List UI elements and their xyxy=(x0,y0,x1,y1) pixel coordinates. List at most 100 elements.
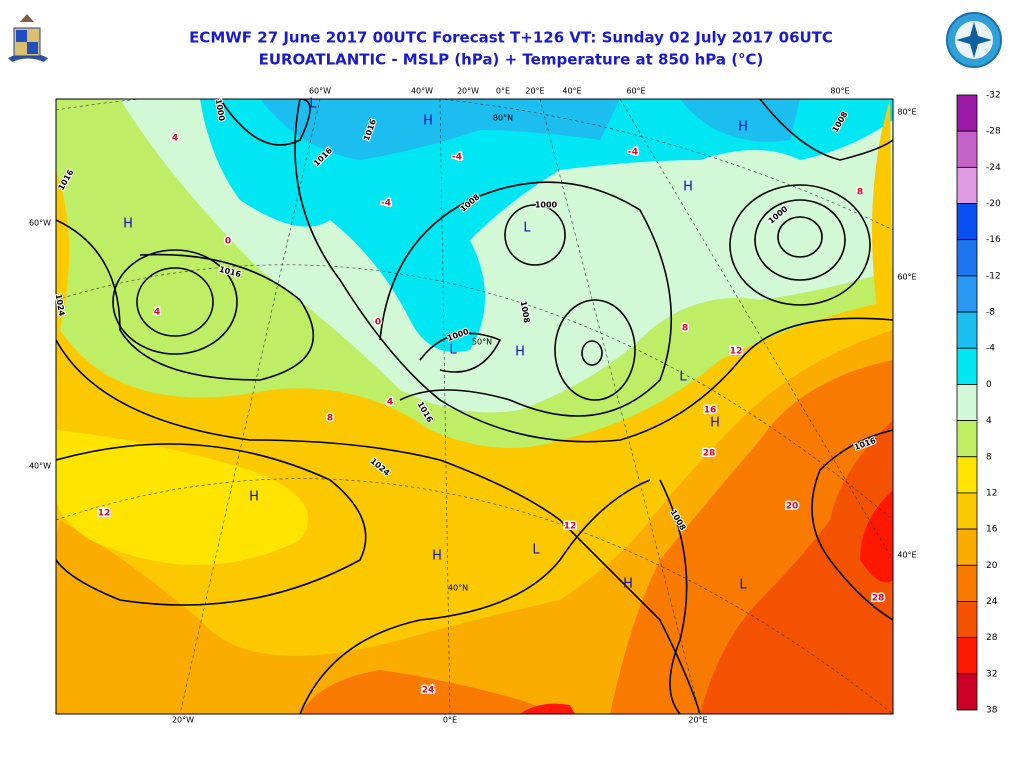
temperature-label: 8 xyxy=(327,414,333,424)
colorbar-label: 24 xyxy=(986,597,998,607)
top-coord-label: 40°E xyxy=(562,87,581,96)
top-coord-label: 60°E xyxy=(626,87,645,96)
pressure-center: H xyxy=(623,577,633,592)
temperature-label: -4 xyxy=(381,199,391,209)
colorbar-label: -28 xyxy=(986,127,1001,137)
pressure-center: H xyxy=(432,549,442,564)
colorbar-cell xyxy=(956,130,978,168)
bottom-coord-label: 20°E xyxy=(688,716,707,725)
temperature-label: 4 xyxy=(154,308,160,318)
colorbar-label: 16 xyxy=(986,525,998,535)
temperature-label: 12 xyxy=(98,509,111,519)
isobars xyxy=(56,99,893,714)
temperature-label: 28 xyxy=(872,594,885,604)
colorbar-label: 12 xyxy=(986,488,997,498)
colorbar-label: 8 xyxy=(986,452,992,462)
temperature-label: 12 xyxy=(730,347,743,357)
title-line-2: EUROATLANTIC - MSLP (hPa) + Temperature … xyxy=(259,51,764,69)
colorbar-label: -8 xyxy=(986,308,995,318)
grid-label: 50°N xyxy=(472,338,492,347)
colorbar-label: 20 xyxy=(986,561,998,571)
colorbar-label: 38 xyxy=(986,706,998,716)
colorbar-cell xyxy=(956,347,978,385)
colorbar-cell xyxy=(956,601,978,639)
top-coord-label: 20°E xyxy=(525,87,544,96)
temperature-label: -4 xyxy=(628,148,638,158)
colorbar-cell xyxy=(956,564,978,602)
isobar-label: 1000 xyxy=(535,201,558,210)
colorbar-label: 32 xyxy=(986,669,997,679)
colorbar-label: 28 xyxy=(986,633,998,643)
pressure-center: H xyxy=(683,180,693,195)
colorbar-cell xyxy=(956,166,978,204)
colorbar-cell xyxy=(956,275,978,313)
colorbar-label: -16 xyxy=(986,235,1001,245)
pressure-center: H xyxy=(738,120,748,135)
top-coord-label: 60°W xyxy=(309,87,331,96)
grid-label: 40°N xyxy=(448,584,468,593)
top-coord-label: 0°E xyxy=(496,87,510,96)
colorbar-cell xyxy=(956,420,978,458)
top-coord-label: 20°W xyxy=(457,87,479,96)
pressure-center: L xyxy=(532,543,540,558)
colorbar-cell xyxy=(956,456,978,494)
colorbar-cell xyxy=(956,239,978,277)
colorbar-cell xyxy=(956,492,978,530)
colorbar-cell xyxy=(956,528,978,566)
pressure-center: L xyxy=(739,578,747,593)
temperature-label: 8 xyxy=(682,324,688,334)
bottom-coord-label: 20°W xyxy=(172,716,194,725)
colorbar-cell xyxy=(956,637,978,675)
colorbar-cell xyxy=(956,673,978,711)
pressure-center: H xyxy=(710,416,720,431)
title-line-1: ECMWF 27 June 2017 00UTC Forecast T+126 … xyxy=(189,29,833,47)
colorbar-label: -20 xyxy=(986,199,1001,209)
colorbar-label: -24 xyxy=(986,163,1001,173)
pressure-center: H xyxy=(123,217,133,232)
right-coord-label: 60°E xyxy=(897,273,916,282)
top-coord-label: 40°W xyxy=(411,87,433,96)
temperature-label: 12 xyxy=(564,522,577,532)
colorbar-cell xyxy=(956,384,978,421)
colorbar-cell xyxy=(956,203,978,241)
colorbar-cell xyxy=(956,311,978,349)
temperature-label: 0 xyxy=(225,237,231,247)
temperature-label: 20 xyxy=(786,502,799,512)
graticule xyxy=(56,99,893,714)
right-coord-label: 40°E xyxy=(897,551,916,560)
temperature-label: 4 xyxy=(172,134,178,144)
pressure-center: L xyxy=(523,221,531,236)
bottom-coord-label: 0°E xyxy=(443,716,457,725)
colorbar-label: -32 xyxy=(986,91,1001,101)
pressure-center: L xyxy=(449,343,457,358)
top-coord-label: 80°E xyxy=(830,87,849,96)
logo-right xyxy=(946,12,1002,68)
temperature-label: 8 xyxy=(857,188,863,198)
temperature-label: 4 xyxy=(387,398,393,408)
temperature-label: -4 xyxy=(452,153,462,163)
grid-label: 80°N xyxy=(493,114,513,123)
pressure-center: H xyxy=(515,345,525,360)
colorbar-cell xyxy=(956,94,978,132)
colorbar-label: -12 xyxy=(986,271,1001,281)
pressure-center: H xyxy=(249,490,259,505)
temperature-label: 16 xyxy=(704,406,717,416)
colorbar-label: 0 xyxy=(986,380,992,390)
map-area xyxy=(56,99,893,714)
temperature-label: 28 xyxy=(703,449,716,459)
pressure-center: L xyxy=(309,97,317,112)
colorbar-label: -4 xyxy=(986,344,995,354)
pressure-center: H xyxy=(423,114,433,129)
colorbar: -32 -28 -24 -20 -16 -12 -8 -4 0 4 8 12 16 20 24 28 32 38 xyxy=(956,91,1001,716)
logo-left xyxy=(8,14,48,62)
colorbar-label: 4 xyxy=(986,416,992,426)
left-coord-label: 60°W xyxy=(29,219,51,228)
temperature-label: 24 xyxy=(422,686,435,696)
right-coord-label: 80°E xyxy=(897,108,916,117)
map-frame xyxy=(55,98,894,715)
left-coord-label: 40°W xyxy=(29,462,51,471)
temperature-label: 0 xyxy=(375,318,381,328)
pressure-center: L xyxy=(679,370,687,385)
